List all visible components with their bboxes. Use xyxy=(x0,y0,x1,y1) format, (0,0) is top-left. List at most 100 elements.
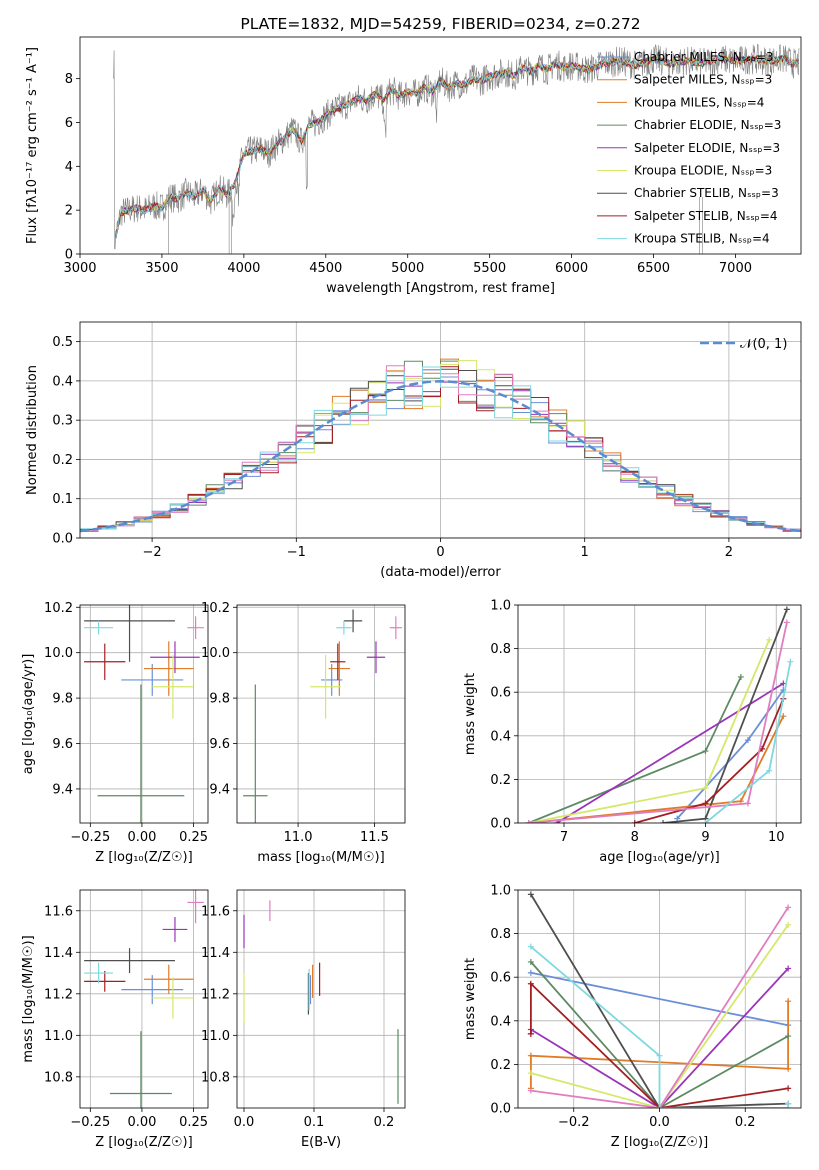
massweight_vs_Z-chart: −0.2 0.0 0.2 0.0 0.2 0.4 0.6 0.8 1.0 Z [log₁₀(Z/Z… xyxy=(463,884,802,1150)
y-tick-label: 10.2 xyxy=(44,601,73,616)
y-tick-label: 0.6 xyxy=(490,686,511,701)
series-marker xyxy=(785,1085,792,1092)
y-tick-label: 0.0 xyxy=(490,1102,511,1117)
x-tick-label: −0.2 xyxy=(558,1115,590,1130)
y-tick-label: 11.4 xyxy=(44,946,73,961)
y-tick-label: 0.4 xyxy=(490,729,511,744)
x-axis-label: Z [log₁₀(Z/Z☉)] xyxy=(95,1135,192,1150)
y-axis-label: mass weight xyxy=(463,958,478,1040)
x-tick-label: 5500 xyxy=(473,261,506,276)
series-marker xyxy=(780,713,787,720)
x-tick-label: 0 xyxy=(436,545,444,560)
y-tick-label: 0.8 xyxy=(490,927,511,942)
x-tick-label: 3500 xyxy=(145,261,178,276)
series-marker xyxy=(737,673,744,680)
mass_vs_Z-chart: −0.25 0.00 0.25 10.8 11.0 11.2 11.4 11.6 Z [log₁… xyxy=(21,889,209,1150)
x-tick-label: 10 xyxy=(768,830,785,845)
series-line xyxy=(530,924,789,1108)
series-marker xyxy=(787,658,794,665)
x-tick-label: −2 xyxy=(143,545,162,560)
axes-frame xyxy=(236,889,406,1109)
y-axis-label: mass [log₁₀(M/M☉)] xyxy=(21,935,36,1062)
x-tick-label: 7 xyxy=(560,830,568,845)
y-tick-label: 6 xyxy=(65,116,73,131)
axes-frame xyxy=(517,604,802,824)
axes-frame xyxy=(517,889,802,1109)
y-tick-label: 0.2 xyxy=(490,773,511,788)
x-tick-label: 3000 xyxy=(63,261,96,276)
series-marker xyxy=(656,1052,663,1059)
series-marker xyxy=(527,891,534,898)
y-tick-label: 0.5 xyxy=(52,335,73,350)
y-tick-label: 0.0 xyxy=(52,532,73,547)
y-tick-label: 0.4 xyxy=(490,1014,511,1029)
series-marker xyxy=(527,1087,534,1094)
age_vs_mass-plot-area xyxy=(237,605,405,823)
series-marker xyxy=(631,820,638,823)
y-tick-label: 10.0 xyxy=(44,646,73,661)
x-tick-label: 6000 xyxy=(555,261,588,276)
y-tick-label: 0.2 xyxy=(52,453,73,468)
legend-label: Kroupa STELIB, Nₛₛₚ=4 xyxy=(634,232,770,246)
series-line xyxy=(528,639,771,823)
y-tick-label: 0.0 xyxy=(490,817,511,832)
y-tick-label: 9.8 xyxy=(52,692,73,707)
series-marker xyxy=(527,980,534,987)
x-tick-label: 5000 xyxy=(391,261,424,276)
series-marker xyxy=(766,767,773,774)
series-marker xyxy=(785,921,792,928)
x-tick-label: 8 xyxy=(631,830,639,845)
y-tick-label: 10.0 xyxy=(201,646,230,661)
series-marker xyxy=(744,737,751,744)
series-marker xyxy=(527,1052,534,1059)
x-axis-label: Z [log₁₀(Z/Z☉)] xyxy=(95,850,192,865)
x-tick-label: 0.2 xyxy=(374,1115,395,1130)
y-tick-label: 11.0 xyxy=(201,1029,230,1044)
y-tick-label: 1.0 xyxy=(490,884,511,899)
series-marker xyxy=(785,998,792,1005)
y-tick-label: 0.6 xyxy=(490,971,511,986)
x-tick-label: 1 xyxy=(581,545,589,560)
spectrum-plot-area xyxy=(113,43,800,254)
series-marker xyxy=(660,820,667,823)
axes-frame xyxy=(236,604,406,824)
y-tick-label: 2 xyxy=(65,204,73,219)
series-marker xyxy=(702,748,709,755)
x-axis-label: Z [log₁₀(Z/Z☉)] xyxy=(611,1135,708,1150)
y-axis-label: Flux [fλ10⁻¹⁷ erg cm⁻² s⁻¹ A⁻¹] xyxy=(25,47,40,244)
y-tick-label: 11.2 xyxy=(44,987,73,1002)
series-marker xyxy=(744,800,751,807)
x-axis-label: E(B-V) xyxy=(301,1135,341,1150)
series-line xyxy=(530,981,789,1108)
legend-label: Chabrier MILES, Nₛₛₚ=3 xyxy=(634,50,774,64)
series-marker xyxy=(783,619,790,626)
series-marker xyxy=(702,820,709,823)
y-tick-label: 0.8 xyxy=(490,642,511,657)
series-marker xyxy=(785,1100,792,1107)
series-marker xyxy=(785,1065,792,1072)
x-tick-label: 0.0 xyxy=(649,1115,670,1130)
x-tick-label: 0.0 xyxy=(234,1115,255,1130)
x-tick-label: 0.1 xyxy=(304,1115,325,1130)
x-axis-label: age [log₁₀(age/yr)] xyxy=(599,850,720,865)
massweight_vs_age-chart: 7 8 9 10 0.0 0.2 0.4 0.6 0.8 1.0 age [log₁₀(age/yr… xyxy=(463,599,802,865)
x-tick-label: 4000 xyxy=(227,261,260,276)
normal-curve xyxy=(80,380,801,533)
massweight_vs_Z-plot-area xyxy=(518,890,801,1108)
series-marker xyxy=(785,904,792,911)
legend-label: Kroupa ELODIE, Nₛₛₚ=3 xyxy=(634,164,772,178)
y-tick-label: 9.6 xyxy=(52,737,73,752)
x-tick-label: 7000 xyxy=(719,261,752,276)
histogram-series xyxy=(80,366,801,530)
y-tick-label: 9.8 xyxy=(209,692,230,707)
x-tick-label: −0.25 xyxy=(70,1115,110,1130)
x-tick-label: 0.25 xyxy=(179,1115,208,1130)
x-tick-label: 4500 xyxy=(309,261,342,276)
y-tick-label: 9.6 xyxy=(209,737,230,752)
age_vs_Z-chart: −0.25 0.00 0.25 9.4 9.6 9.8 10.0 10.2 Z [log₁₀(Z… xyxy=(21,601,209,865)
residuals-plot-area xyxy=(80,322,801,538)
residuals-chart: −2 −1 0 1 2 0.0 0.1 0.2 0.3 0.4 0.5 (data-model)/er… xyxy=(25,321,802,580)
y-tick-label: 11.6 xyxy=(44,904,73,919)
y-tick-label: 11.2 xyxy=(201,987,230,1002)
